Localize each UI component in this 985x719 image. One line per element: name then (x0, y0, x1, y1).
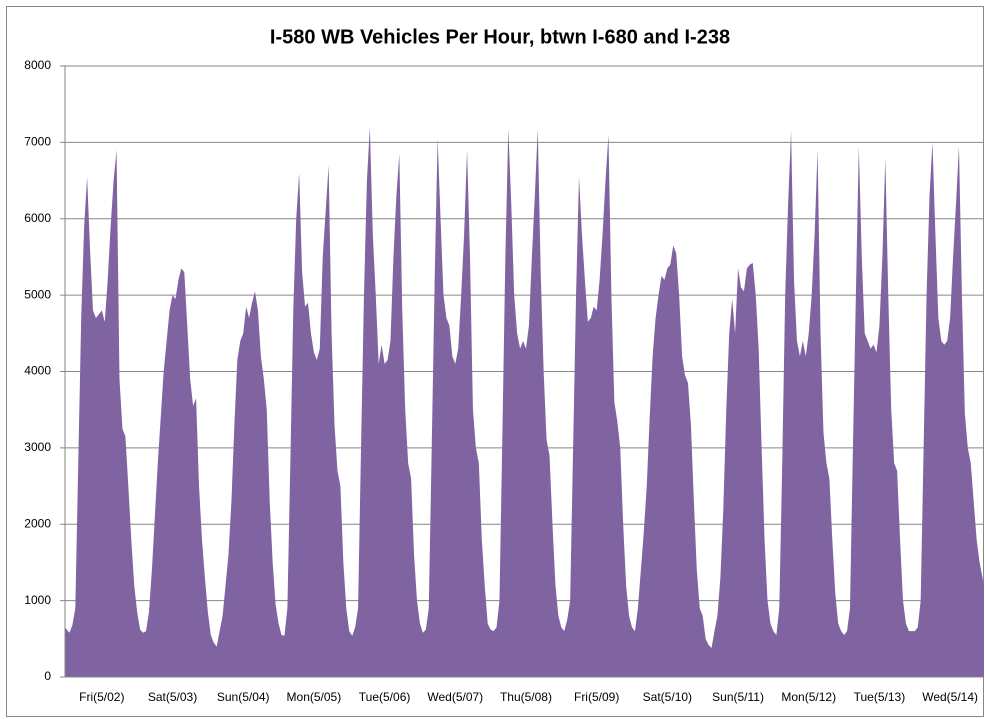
x-tick-label: Fri(5/09) (574, 690, 619, 704)
x-tick-label: Tue(5/06) (359, 690, 411, 704)
x-tick-label: Tue(5/13) (854, 690, 906, 704)
x-tick-label: Sun(5/11) (712, 690, 764, 704)
y-tick-label: 2000 (24, 516, 51, 530)
y-tick-label: 6000 (24, 211, 51, 225)
x-tick-label: Wed(5/14) (922, 690, 978, 704)
y-tick-label: 5000 (24, 287, 51, 301)
x-tick-label: Sat(5/03) (148, 690, 197, 704)
x-tick-label: Mon(5/12) (781, 690, 836, 704)
y-tick-label: 7000 (24, 135, 51, 149)
chart-title: I-580 WB Vehicles Per Hour, btwn I-680 a… (270, 26, 730, 48)
x-tick-label: Sun(5/04) (217, 690, 270, 704)
y-tick-label: 4000 (24, 364, 51, 378)
x-tick-label: Sat(5/10) (643, 690, 692, 704)
y-tick-label: 3000 (24, 440, 51, 454)
y-tick-label: 0 (44, 669, 51, 683)
x-tick-label: Wed(5/07) (427, 690, 483, 704)
area (65, 127, 984, 678)
y-tick-label: 8000 (24, 58, 51, 72)
x-tick-label: Thu(5/08) (500, 690, 552, 704)
x-tick-label: Mon(5/05) (287, 690, 342, 704)
y-tick-label: 1000 (24, 593, 51, 607)
plot (65, 127, 984, 678)
x-tick-label: Fri(5/02) (79, 690, 124, 704)
axes: 0 1000 2000 3000 4000 5000 6000 7000 8000 Fri(5/0… (24, 58, 984, 704)
